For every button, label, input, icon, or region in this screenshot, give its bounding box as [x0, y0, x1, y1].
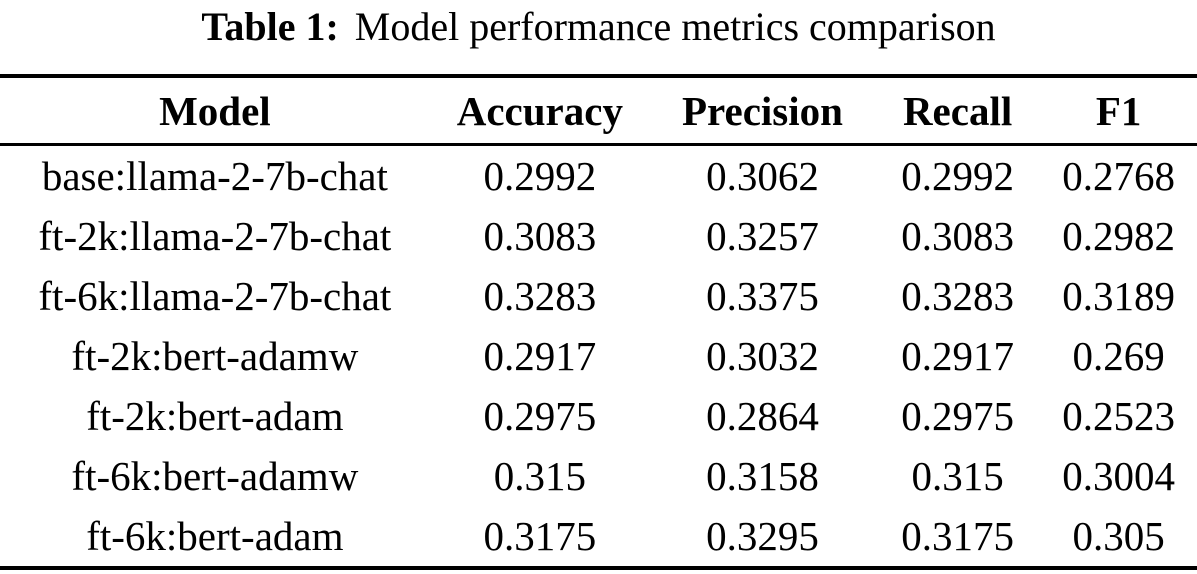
cell-precision: 0.3062 [706, 153, 819, 199]
cell-accuracy: 0.315 [493, 453, 586, 499]
cell-precision: 0.3158 [706, 453, 819, 499]
cell-f1: 0.2982 [1062, 213, 1175, 259]
column-header-precision: Precision [649, 76, 875, 146]
cell-model: ft-6k:bert-adamw [71, 453, 359, 499]
table-caption: Table 1: Model performance metrics compar… [0, 0, 1197, 51]
cell-recall: 0.3283 [901, 273, 1014, 319]
cell-precision: 0.2864 [706, 393, 819, 439]
cell-accuracy: 0.3083 [483, 213, 597, 259]
column-header-f1: F1 [1040, 76, 1197, 146]
cell-model: ft-6k:bert-adam [86, 513, 344, 559]
cell-model: base:llama-2-7b-chat [41, 153, 388, 199]
table-caption-text: Model performance metrics comparison [354, 4, 996, 49]
cell-model: ft-2k:bert-adamw [71, 333, 359, 379]
cell-accuracy: 0.2917 [483, 333, 597, 379]
cell-recall: 0.3175 [901, 513, 1014, 559]
cell-accuracy: 0.3175 [483, 513, 597, 559]
cell-f1: 0.3004 [1062, 453, 1175, 499]
cell-accuracy: 0.2992 [483, 153, 597, 199]
cell-precision: 0.3295 [706, 513, 819, 559]
cell-recall: 0.2975 [901, 393, 1014, 439]
cell-f1: 0.269 [1072, 333, 1165, 379]
column-header-model: Model [0, 76, 430, 146]
cell-recall: 0.2917 [901, 333, 1014, 379]
cell-precision: 0.3257 [706, 213, 819, 259]
table-row: base:llama-2-7b-chat 0.2992 0.3062 0.299… [0, 145, 1197, 207]
cell-precision: 0.3032 [706, 333, 819, 379]
cell-model: ft-6k:llama-2-7b-chat [38, 273, 392, 319]
table-row: ft-6k:bert-adam 0.3175 0.3295 0.3175 0.3… [0, 506, 1197, 568]
model-performance-table: Model Accuracy Precision Recall F1 base:… [0, 74, 1197, 570]
cell-recall: 0.315 [911, 453, 1004, 499]
cell-f1: 0.2768 [1062, 153, 1175, 199]
table-row: ft-6k:llama-2-7b-chat 0.3283 0.3375 0.32… [0, 266, 1197, 326]
cell-model: ft-2k:bert-adam [86, 393, 344, 439]
cell-recall: 0.3083 [901, 213, 1014, 259]
cell-recall: 0.2992 [901, 153, 1014, 199]
table-row: ft-2k:bert-adam 0.2975 0.2864 0.2975 0.2… [0, 386, 1197, 446]
table-row: ft-2k:bert-adamw 0.2917 0.3032 0.2917 0.… [0, 326, 1197, 386]
cell-model: ft-2k:llama-2-7b-chat [38, 213, 392, 259]
header-row: Model Accuracy Precision Recall F1 [0, 76, 1197, 146]
table-row: ft-2k:llama-2-7b-chat 0.3083 0.3257 0.30… [0, 206, 1197, 266]
table-caption-label: Table 1: [201, 4, 339, 49]
cell-precision: 0.3375 [706, 273, 819, 319]
column-header-accuracy: Accuracy [429, 76, 650, 146]
cell-f1: 0.3189 [1062, 273, 1175, 319]
column-header-recall: Recall [875, 76, 1041, 146]
cell-accuracy: 0.3283 [483, 273, 597, 319]
cell-f1: 0.2523 [1062, 393, 1175, 439]
cell-f1: 0.305 [1072, 513, 1165, 559]
cell-accuracy: 0.2975 [483, 393, 597, 439]
table-row: ft-6k:bert-adamw 0.315 0.3158 0.315 0.30… [0, 446, 1197, 506]
